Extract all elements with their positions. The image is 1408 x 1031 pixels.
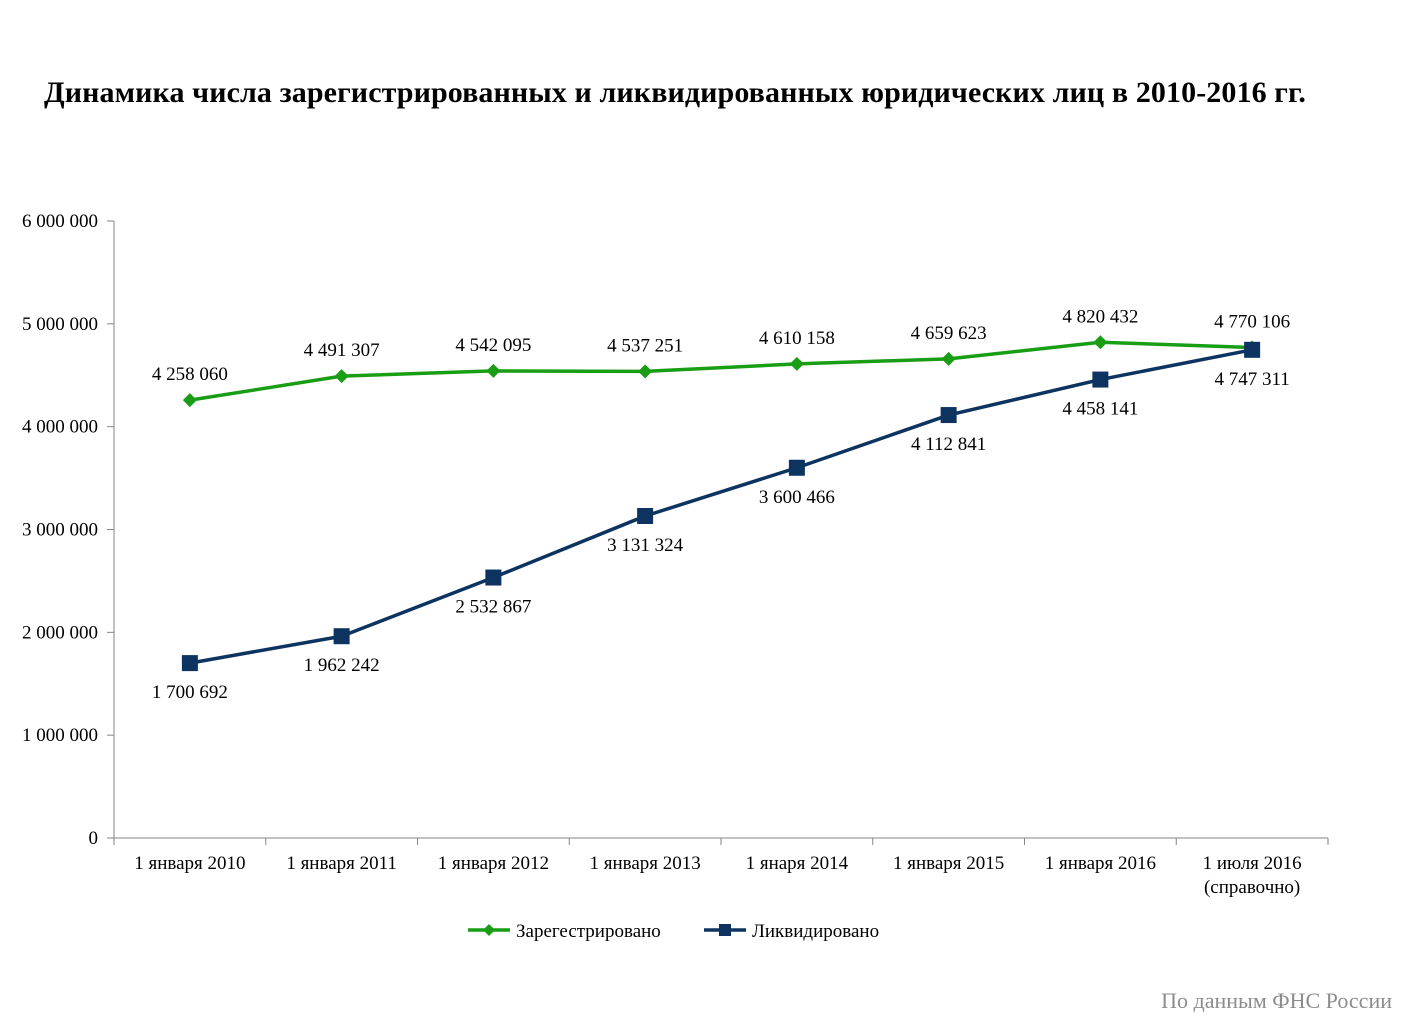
legend-label: Ликвидировано xyxy=(752,921,879,942)
data-label: 4 458 141 xyxy=(1062,399,1138,420)
y-tick-label: 0 xyxy=(89,828,99,849)
legend-item: Ликвидировано xyxy=(704,921,879,942)
data-point-square xyxy=(788,459,805,476)
data-point-diamond xyxy=(486,363,501,378)
data-label: 4 491 307 xyxy=(304,340,380,361)
x-tick-label: 1 января 2015 xyxy=(893,853,1004,874)
data-label: 4 258 060 xyxy=(152,364,228,385)
series-line xyxy=(189,348,1253,665)
data-point-diamond xyxy=(638,364,653,379)
data-label: 4 542 095 xyxy=(455,335,531,356)
data-point-diamond xyxy=(1093,335,1108,350)
data-point-square xyxy=(1244,341,1261,358)
data-point-diamond xyxy=(483,924,495,936)
data-label: 1 962 242 xyxy=(304,655,380,676)
legend: Зарегестрировано Ликвидировано xyxy=(468,921,879,942)
y-tick-label: 3 000 000 xyxy=(22,520,98,541)
chart-title: Динамика числа зарегистрированных и ликв… xyxy=(44,76,1306,109)
data-label: 2 532 867 xyxy=(455,597,531,618)
source-note: По данным ФНС России xyxy=(1161,988,1392,1013)
x-tick-label: 1 января 2010 xyxy=(134,853,245,874)
y-tick-label: 4 000 000 xyxy=(22,417,98,438)
x-tick-label: 1 января 2013 xyxy=(589,853,700,874)
x-axis: 1 января 2010 1 января 2011 1 января 2012 1… xyxy=(113,837,1329,898)
series-line xyxy=(189,340,1253,402)
data-label: 4 770 106 xyxy=(1214,311,1290,332)
y-tick-label: 6 000 000 xyxy=(22,211,98,232)
series-1: 4 258 060 4 491 307 4 542 095 4 537 251 4 61… xyxy=(152,306,1290,408)
x-tick-label: 1 января 2016 xyxy=(1045,853,1156,874)
data-label: 4 610 158 xyxy=(759,328,835,349)
data-point-diamond xyxy=(182,393,197,408)
series-2: 1 700 692 1 962 242 2 532 867 3 131 324 3 60… xyxy=(152,341,1290,703)
data-label: 4 537 251 xyxy=(607,335,683,356)
legend-item: Зарегестрировано xyxy=(468,921,661,942)
data-label: 4 112 841 xyxy=(911,434,986,455)
data-point-square xyxy=(940,407,957,424)
x-tick-label: 1 января 2012 xyxy=(438,853,549,874)
x-tick-label: 1 янаря 2014 xyxy=(746,853,849,874)
x-tick-label: 1 января 2011 xyxy=(286,853,397,874)
x-tick-label: 1 июля 2016 xyxy=(1203,853,1302,874)
data-label: 1 700 692 xyxy=(152,682,228,703)
data-point-diamond xyxy=(941,351,956,366)
data-label: 4 659 623 xyxy=(911,323,987,344)
data-label: 4 820 432 xyxy=(1062,306,1138,327)
data-point-square xyxy=(485,569,502,586)
x-tick-label: (справочно) xyxy=(1204,877,1300,898)
series-layer: 4 258 060 4 491 307 4 542 095 4 537 251 4 61… xyxy=(152,306,1290,703)
data-point-square xyxy=(333,628,350,645)
data-point-square xyxy=(1092,371,1109,388)
data-label: 3 131 324 xyxy=(607,535,684,556)
data-point-square xyxy=(181,655,198,672)
data-point-diamond xyxy=(334,369,349,384)
legend-label: Зарегестрировано xyxy=(516,921,661,942)
y-axis: 0 1 000 000 2 000 000 3 000 000 4 000 000 5 0… xyxy=(22,211,115,849)
y-tick-label: 2 000 000 xyxy=(22,622,98,643)
data-point-diamond xyxy=(789,356,804,371)
data-point-square xyxy=(637,507,654,524)
y-tick-label: 1 000 000 xyxy=(22,725,98,746)
data-label: 3 600 466 xyxy=(759,487,835,508)
y-tick-label: 5 000 000 xyxy=(22,314,98,335)
data-point-square xyxy=(719,924,731,936)
data-label: 4 747 311 xyxy=(1214,369,1289,390)
